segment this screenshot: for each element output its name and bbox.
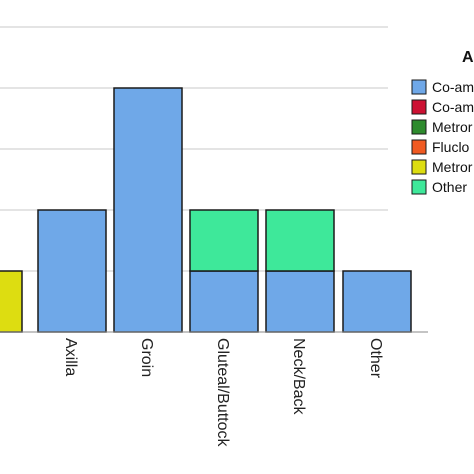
legend: A Co-am Co-am Metror Fluclo Metror Other <box>411 49 474 195</box>
x-tick-label: Other <box>367 338 384 379</box>
bar-segment <box>0 270 23 333</box>
legend-swatch <box>411 159 427 175</box>
bar-segment <box>265 209 335 272</box>
legend-label: Fluclo <box>432 139 470 155</box>
legend-swatch <box>411 179 427 195</box>
x-tick-labels: Axilla Groin Gluteal/Buttock Neck/Back Other <box>62 338 384 448</box>
legend-swatch <box>411 79 427 95</box>
legend-label: Co-am <box>432 79 474 95</box>
legend-label: Other <box>432 179 467 195</box>
bar-segment <box>113 87 183 333</box>
x-tick-label: Gluteal/Buttock <box>214 338 231 448</box>
bars <box>0 87 412 333</box>
bar-segment <box>189 270 259 333</box>
x-tick-label: Axilla <box>62 338 79 376</box>
legend-swatch <box>411 99 427 115</box>
legend-swatch <box>411 139 427 155</box>
bar-segment <box>189 209 259 272</box>
legend-swatch <box>411 119 427 135</box>
x-tick-label: Groin <box>138 338 155 377</box>
legend-label: Metror <box>432 159 473 175</box>
legend-label: Co-am <box>432 99 474 115</box>
legend-title: A <box>462 49 474 66</box>
bar-segment <box>37 209 107 333</box>
bar-segment <box>265 270 335 333</box>
x-tick-label: Neck/Back <box>290 338 307 415</box>
bar-segment <box>342 270 412 333</box>
legend-label: Metror <box>432 119 473 135</box>
